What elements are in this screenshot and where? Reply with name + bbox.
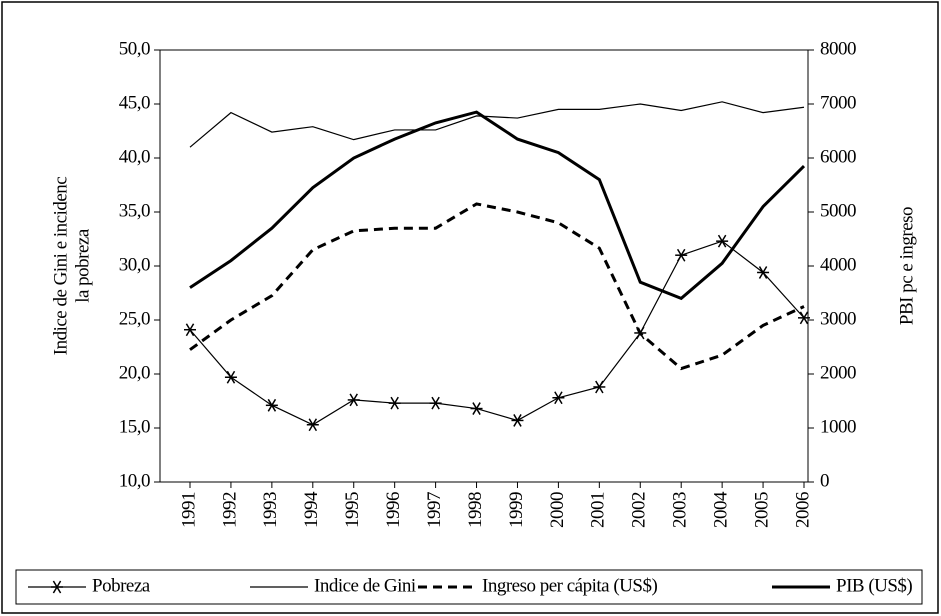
point-marker	[306, 418, 319, 432]
y2-tick-label: 4000	[820, 254, 856, 275]
y2-tick-label: 2000	[820, 362, 856, 383]
legend-label: PIB (US$)	[836, 575, 912, 596]
x-tick-label: 2003	[670, 492, 691, 528]
point-marker	[470, 402, 483, 415]
point-marker	[798, 311, 810, 325]
x-tick-label: 1994	[301, 491, 322, 528]
legend-label: Ingreso per cápita (US$)	[482, 575, 657, 596]
marker-stroke	[472, 402, 481, 415]
marker-stroke	[267, 398, 277, 412]
series-line	[189, 240, 805, 426]
series-line	[189, 110, 806, 301]
point-marker	[593, 380, 606, 394]
marker-stroke	[595, 380, 604, 394]
y2-tick-label: 0	[820, 470, 829, 491]
marker-stroke	[799, 311, 809, 325]
point-marker	[224, 370, 237, 384]
marker-stroke	[308, 418, 318, 432]
point-marker	[757, 266, 770, 279]
marker-stroke	[349, 393, 358, 407]
x-tick-label: 2002	[629, 492, 650, 528]
y2-tick-label: 3000	[820, 308, 856, 329]
point-marker	[511, 414, 524, 427]
y-tick-label: 10,0	[119, 470, 150, 491]
y-tick-label: 45,0	[119, 92, 150, 113]
y2-tick-label: 1000	[820, 416, 856, 437]
point-marker	[675, 248, 688, 262]
point-marker	[265, 398, 278, 412]
y-axis-label: Indice de Gini e incidenc	[50, 177, 71, 356]
y-tick-label: 50,0	[119, 38, 150, 59]
marker-stroke	[52, 580, 62, 594]
y-tick-label: 20,0	[119, 362, 150, 383]
point-marker	[552, 391, 565, 405]
x-tick-label: 2000	[547, 492, 568, 528]
marker-stroke	[513, 414, 522, 427]
series-line	[189, 101, 805, 148]
y-axis-label: la pobreza	[72, 228, 93, 303]
point-marker	[184, 323, 196, 337]
marker-stroke	[226, 370, 236, 384]
marker-stroke	[185, 323, 195, 337]
x-tick-label: 1997	[424, 492, 445, 528]
x-tick-label: 1996	[383, 492, 404, 528]
y-tick-label: 30,0	[119, 254, 150, 275]
series-line	[189, 202, 805, 371]
point-marker	[388, 396, 401, 410]
marker-stroke	[717, 234, 727, 248]
x-tick-label: 2005	[751, 492, 772, 528]
y2-tick-label: 7000	[820, 92, 856, 113]
y-tick-label: 25,0	[119, 308, 150, 329]
x-tick-label: 1995	[342, 492, 363, 528]
x-tick-label: 1993	[260, 492, 281, 528]
x-tick-label: 1992	[219, 492, 240, 528]
point-marker	[347, 393, 360, 407]
x-tick-label: 1998	[465, 492, 486, 528]
x-tick-label: 1991	[178, 492, 199, 528]
point-marker	[429, 396, 442, 410]
x-tick-label: 2001	[588, 492, 609, 528]
y-tick-label: 35,0	[119, 200, 150, 221]
marker-stroke	[758, 266, 768, 279]
y-tick-label: 15,0	[119, 416, 150, 437]
y2-tick-label: 6000	[820, 146, 856, 167]
marker-stroke	[554, 391, 563, 405]
y-tick-label: 40,0	[119, 146, 150, 167]
legend-marker	[51, 580, 63, 594]
marker-stroke	[390, 396, 399, 410]
marker-stroke	[431, 396, 440, 410]
y2-axis-label: PBI pc e ingreso	[896, 207, 917, 325]
y2-tick-label: 5000	[820, 200, 856, 221]
legend-label: Indice de Gini	[314, 575, 416, 596]
marker-stroke	[676, 248, 686, 262]
legend-label: Pobreza	[92, 575, 151, 596]
point-marker	[716, 234, 729, 248]
x-tick-label: 2006	[792, 492, 813, 528]
x-tick-label: 2004	[710, 491, 731, 528]
x-tick-label: 1999	[506, 492, 527, 528]
y2-tick-label: 8000	[820, 38, 856, 59]
